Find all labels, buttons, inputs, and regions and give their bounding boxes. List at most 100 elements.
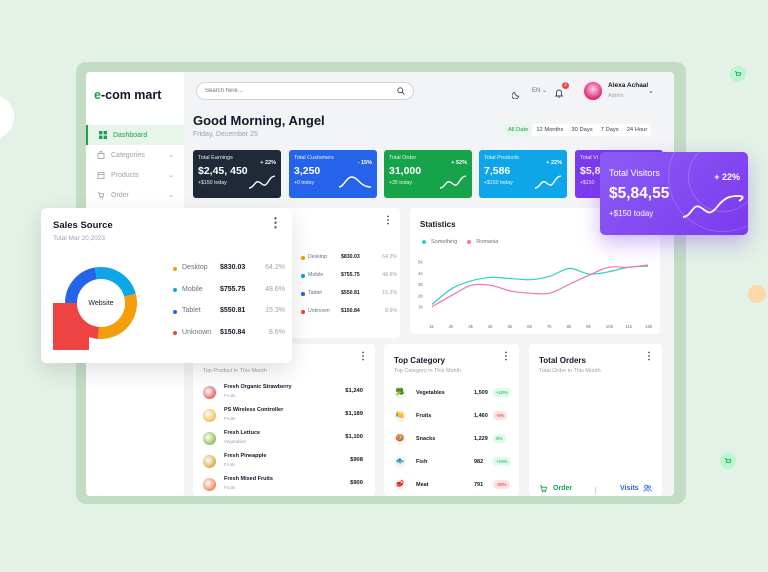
tab-30-days[interactable]: 30 Days — [571, 127, 593, 133]
category-icon: 🐟 — [394, 456, 406, 468]
legend-dot — [173, 331, 177, 335]
source-name: Mobile — [182, 285, 203, 293]
more-icon[interactable]: ⋮ — [501, 351, 511, 362]
legend-dot — [173, 309, 177, 314]
search-icon[interactable] — [397, 82, 405, 100]
y-tick-label: 5k — [418, 260, 424, 265]
bell-icon[interactable] — [554, 85, 564, 103]
list-item[interactable]: Fresh Lettuce Vegetables $1,100 — [203, 430, 363, 450]
category-name: Meat — [416, 482, 429, 488]
list-item[interactable]: 🍪 Snacks 1,229 0% — [394, 432, 509, 452]
source-value: $830.03 — [341, 254, 360, 260]
product-price: $1,100 — [345, 434, 363, 440]
source-percent: 8.6% — [385, 308, 397, 314]
product-category: Fruits — [224, 462, 236, 467]
sidebar-item-order[interactable]: Order ⌄ — [86, 185, 184, 205]
category-name: Vegetables — [416, 390, 445, 396]
source-value: $550.81 — [220, 307, 246, 314]
sidebar-item-dashboard[interactable]: Dashboard — [86, 125, 184, 145]
donut-segment-unknown-highlight[interactable] — [53, 303, 89, 350]
source-name: Unknown — [308, 308, 330, 314]
tab-12-months[interactable]: 12 Months — [536, 127, 564, 133]
donut-segment-unknown[interactable] — [65, 302, 100, 339]
order-legend-item[interactable]: Order — [539, 484, 572, 493]
stat-subtext: +0 today — [294, 180, 315, 186]
more-icon[interactable]: ⋮ — [269, 215, 282, 230]
stat-card-total-customers[interactable]: Total Customers - 15% 3,250 +0 today — [289, 150, 377, 198]
user-name: Alexa Achaal — [608, 82, 649, 89]
source-percent: 64.2% — [265, 264, 285, 271]
donut-segment-tablet[interactable] — [65, 267, 98, 304]
list-item[interactable]: 🥩 Meat 791 -20% — [394, 478, 510, 496]
category-icon: 🥩 — [394, 479, 406, 491]
search-input[interactable] — [205, 88, 385, 94]
category-icon: 🥦 — [394, 387, 406, 399]
total-visitors-card[interactable]: Total Visitors + 22% $5,84,55 +$150 toda… — [600, 152, 748, 235]
decor-cart-bubble-bottom — [720, 453, 736, 469]
trend-up-icon — [439, 175, 467, 189]
topbar: EN ⌄ 2 Alexa Achaal Admin ⌄ — [196, 80, 666, 104]
source-name: Mobile — [308, 272, 324, 278]
visits-legend-item[interactable]: Visits — [620, 484, 652, 493]
stat-subtext: +$150 today — [198, 180, 227, 186]
logo-prefix: e — [94, 88, 101, 102]
sidebar-nav: Dashboard Categories ⌄ Products ⌄ Order … — [86, 125, 184, 205]
source-name: Desktop — [182, 264, 208, 271]
moon-icon[interactable] — [511, 86, 521, 104]
more-icon[interactable]: ⋮ — [644, 351, 654, 362]
list-item[interactable]: 🐟 Fish 982 +19% — [394, 455, 511, 475]
language-label: EN — [532, 88, 541, 94]
tab-all-date[interactable]: All Date — [504, 124, 533, 136]
tab-7-days[interactable]: 7 Days — [600, 127, 619, 133]
list-item[interactable]: 🍋 Fruits 1,460 -5% — [394, 409, 509, 429]
product-name: Fresh Organic Strawberry — [224, 384, 292, 390]
y-tick-label: 2k — [418, 293, 424, 298]
list-item[interactable]: Fresh Mixed Fruits Fruits $900 — [203, 476, 363, 496]
chevron-down-icon: ⌄ — [168, 192, 174, 199]
decor-cart-bubble-top — [730, 66, 746, 82]
donut-center-label: Website — [88, 300, 114, 307]
x-tick-label: 12k — [645, 324, 653, 329]
tab-24-hour[interactable]: 24 Hour — [626, 127, 648, 133]
chevron-down-icon: ⌄ — [168, 172, 174, 179]
list-item[interactable]: 🥦 Vegetables 1,509 +10% — [394, 386, 511, 406]
list-item[interactable]: Fresh Organic Strawberry Fruits $1,240 — [203, 384, 363, 404]
source-percent: 15.3% — [382, 290, 397, 296]
sidebar-item-label: Categories — [111, 151, 145, 159]
list-item[interactable]: PS Wireless Controller Fruits $1,189 — [203, 407, 363, 427]
stat-card-total-earnings[interactable]: Total Earnings + 22% $2,45, 450 +$150 to… — [193, 150, 281, 198]
legend-dot — [301, 310, 305, 314]
donut-segment-desktop[interactable] — [97, 293, 137, 339]
stat-card-total-order[interactable]: Total Order + 52% 31,000 +35 today — [384, 150, 472, 198]
total-orders-subtitle: Total Order in This Month — [539, 368, 601, 374]
more-icon[interactable]: ⋮ — [383, 215, 393, 226]
series-line-something[interactable] — [431, 265, 649, 305]
sales-source-row-tablet: Tablet $550.81 15.3% — [173, 307, 285, 317]
list-item[interactable]: Fresh Pineapple Fruits $908 — [203, 453, 363, 473]
more-icon[interactable]: ⋮ — [358, 351, 368, 362]
chevron-down-icon[interactable]: ⌄ — [648, 88, 654, 95]
product-image — [203, 409, 216, 422]
decor-circle-left — [0, 95, 14, 139]
app-logo[interactable]: e-com mart — [94, 88, 161, 102]
sales-source-row-base: Mobile $755.75 48.6% — [301, 272, 397, 280]
product-name: PS Wireless Controller — [224, 407, 284, 413]
sidebar-item-categories[interactable]: Categories ⌄ — [86, 145, 184, 165]
category-count: 1,229 — [474, 436, 488, 442]
x-tick-label: 10k — [606, 324, 614, 329]
sales-source-list: Desktop $830.03 64.2% Mobile $755.75 48.6% Tab… — [173, 264, 285, 344]
page-title: Good Morning, Angel — [193, 113, 325, 128]
sidebar-item-products[interactable]: Products ⌄ — [86, 165, 184, 185]
series-line-romania[interactable] — [431, 264, 649, 308]
category-change-badge: -20% — [493, 480, 510, 489]
avatar[interactable] — [582, 80, 604, 102]
language-selector[interactable]: EN ⌄ — [532, 88, 548, 94]
category-change-badge: -5% — [493, 411, 508, 420]
category-change-badge: 0% — [493, 434, 506, 443]
donut-segment-mobile[interactable] — [94, 267, 136, 298]
cart-icon — [724, 458, 732, 463]
category-icon: 🍪 — [394, 433, 406, 445]
stat-card-total-products[interactable]: Total Products + 22% 7,586 +$150 today — [479, 150, 567, 198]
dashboard-app: e-com mart Dashboard Categories ⌄ Produc… — [86, 72, 674, 496]
cart-icon — [96, 190, 106, 200]
